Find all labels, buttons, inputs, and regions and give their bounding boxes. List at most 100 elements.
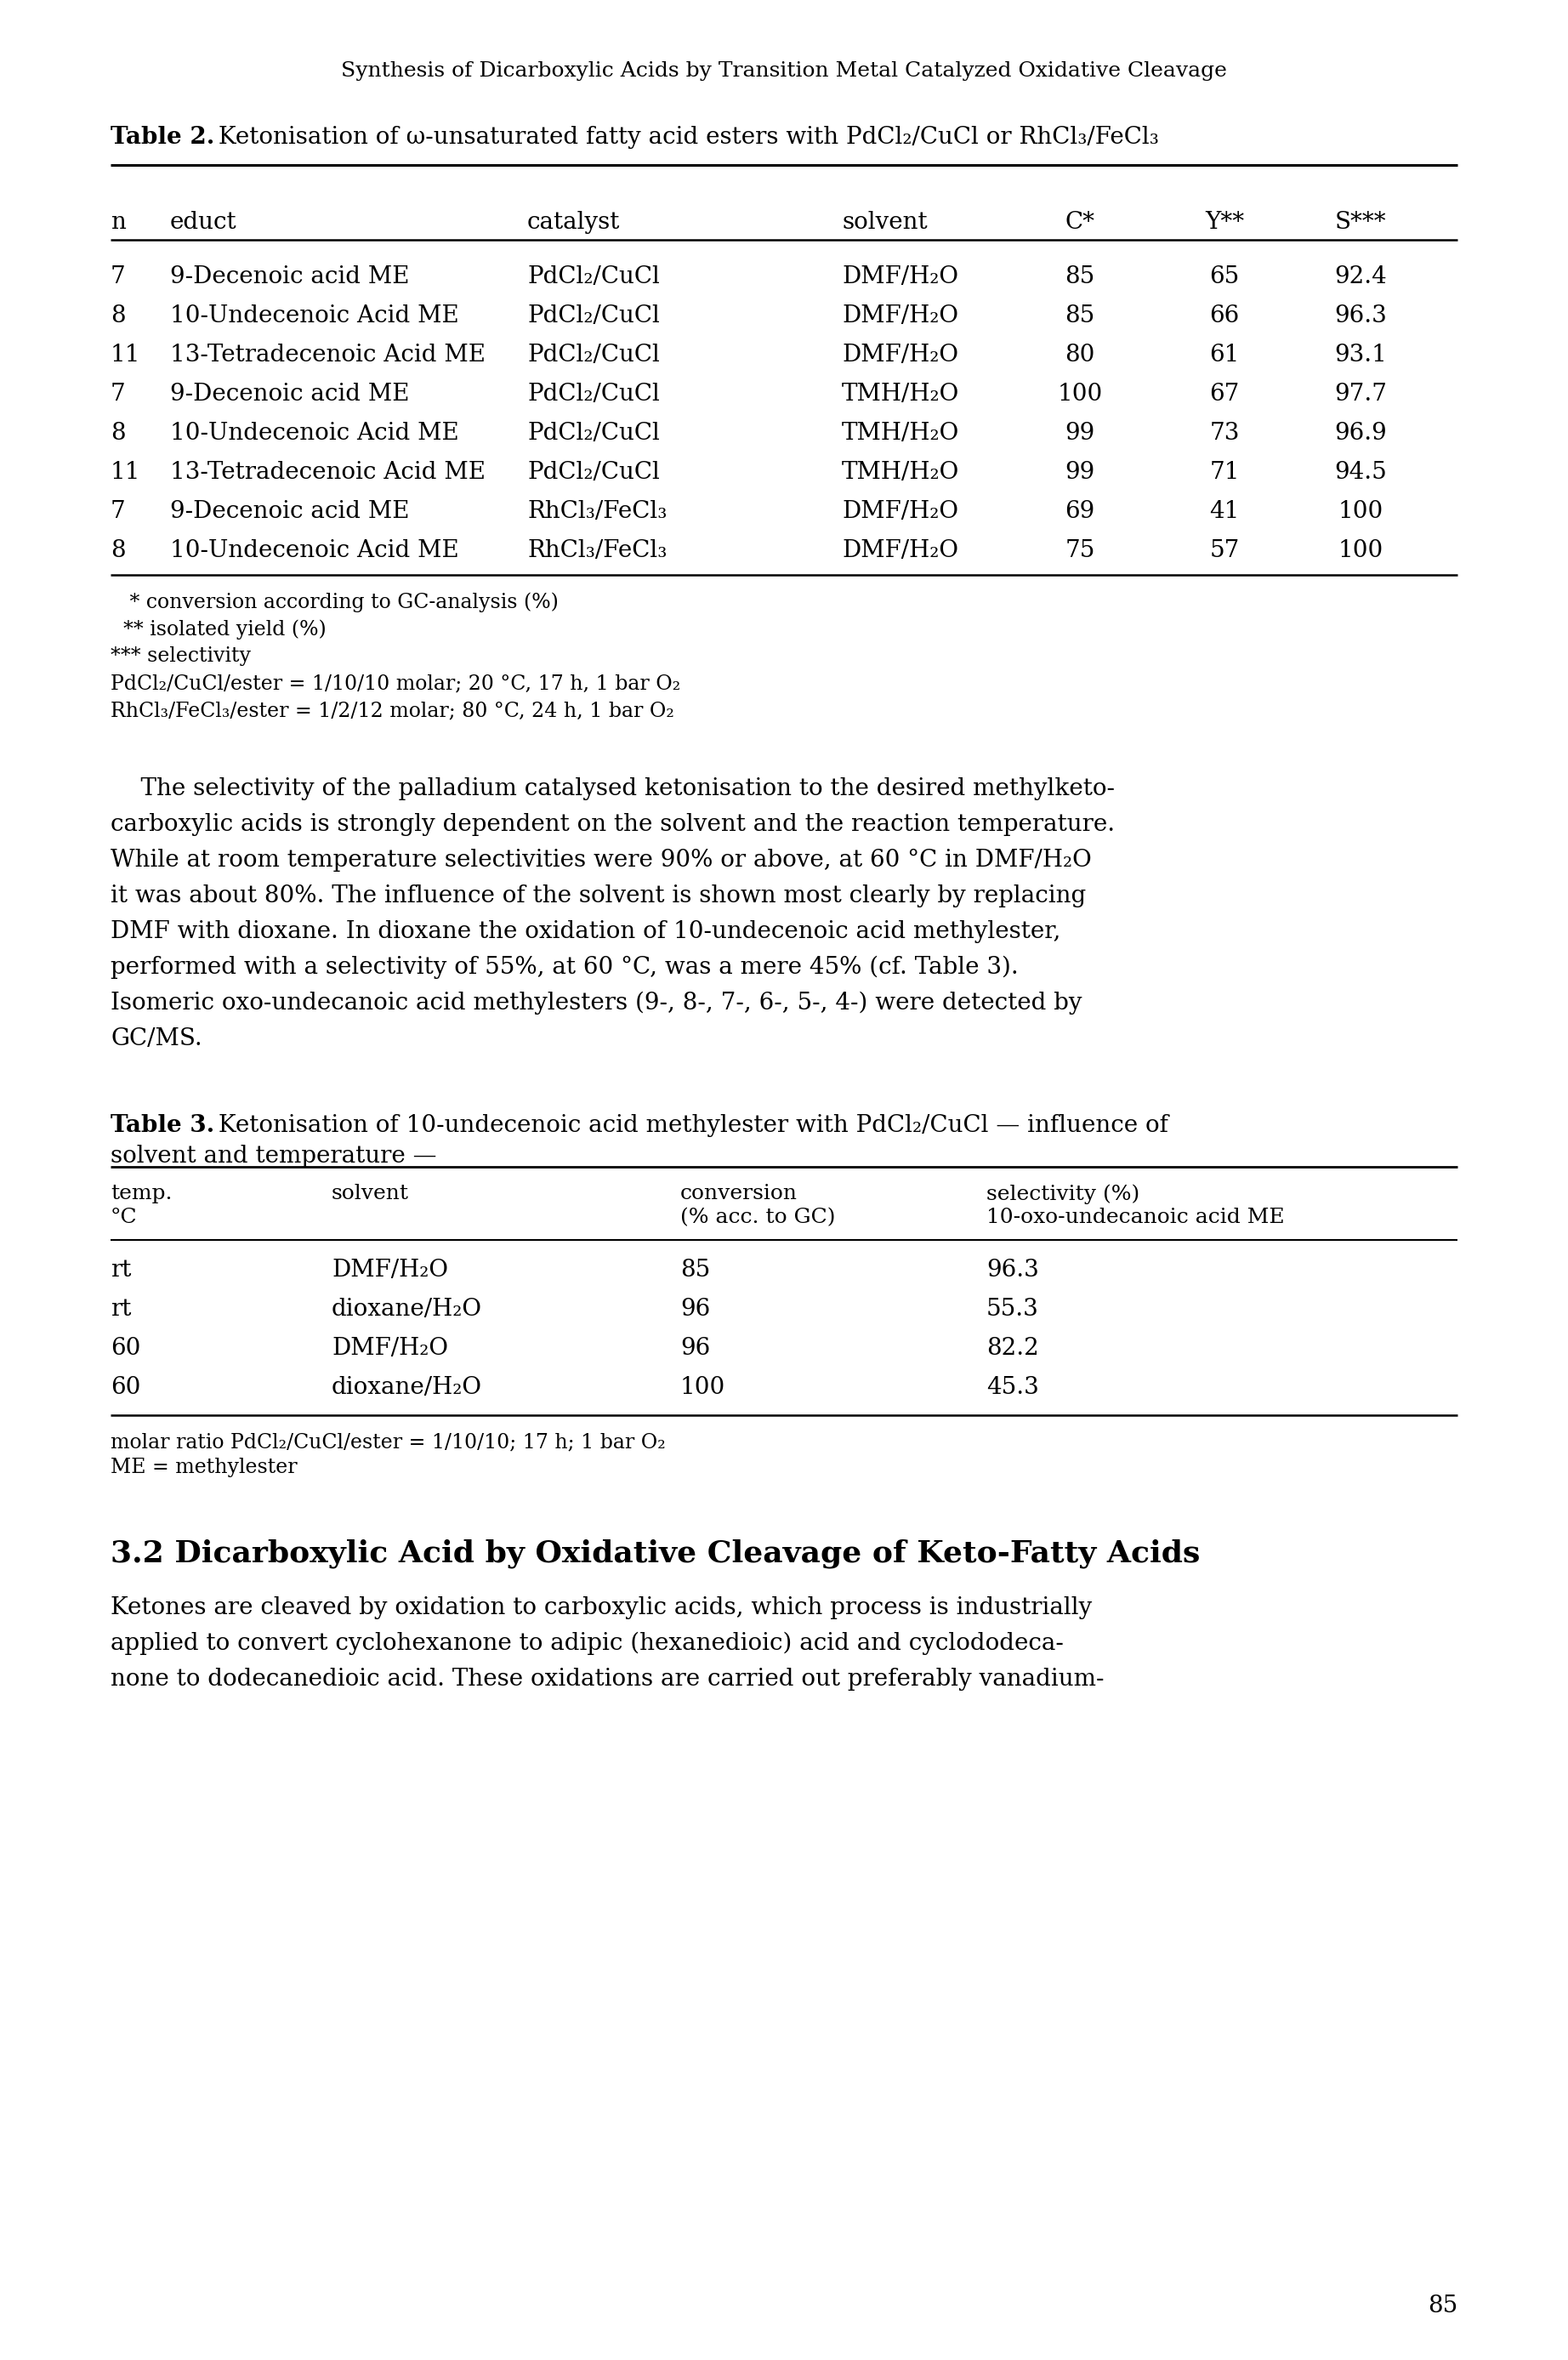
Text: 8: 8 xyxy=(110,422,125,444)
Text: 67: 67 xyxy=(1209,382,1240,406)
Text: it was about 80%. The influence of the solvent is shown most clearly by replacin: it was about 80%. The influence of the s… xyxy=(110,885,1087,909)
Text: 7: 7 xyxy=(110,500,125,524)
Text: catalyst: catalyst xyxy=(527,210,621,234)
Text: 13-Tetradecenoic Acid ME: 13-Tetradecenoic Acid ME xyxy=(169,345,486,366)
Text: °C: °C xyxy=(110,1208,138,1227)
Text: S***: S*** xyxy=(1334,210,1386,234)
Text: PdCl₂/CuCl: PdCl₂/CuCl xyxy=(527,264,660,288)
Text: Ketonisation of 10-undecenoic acid methylester with PdCl₂/CuCl — influence of: Ketonisation of 10-undecenoic acid methy… xyxy=(210,1114,1168,1138)
Text: applied to convert cyclohexanone to adipic (hexanedioic) acid and cyclododeca-: applied to convert cyclohexanone to adip… xyxy=(110,1633,1063,1654)
Text: solvent: solvent xyxy=(842,210,927,234)
Text: RhCl₃/FeCl₃: RhCl₃/FeCl₃ xyxy=(527,500,666,524)
Text: 9-Decenoic acid ME: 9-Decenoic acid ME xyxy=(169,500,409,524)
Text: 10-oxo-undecanoic acid ME: 10-oxo-undecanoic acid ME xyxy=(986,1208,1284,1227)
Text: 61: 61 xyxy=(1209,345,1240,366)
Text: DMF/H₂O: DMF/H₂O xyxy=(331,1258,448,1281)
Text: TMH/H₂O: TMH/H₂O xyxy=(842,382,960,406)
Text: 100: 100 xyxy=(681,1376,726,1399)
Text: carboxylic acids is strongly dependent on the solvent and the reaction temperatu: carboxylic acids is strongly dependent o… xyxy=(110,814,1115,835)
Text: ME = methylester: ME = methylester xyxy=(110,1458,298,1477)
Text: dioxane/H₂O: dioxane/H₂O xyxy=(331,1298,481,1322)
Text: Isomeric oxo-undecanoic acid methylesters (9-, 8-, 7-, 6-, 5-, 4-) were detected: Isomeric oxo-undecanoic acid methylester… xyxy=(110,991,1082,1015)
Text: 57: 57 xyxy=(1209,538,1240,562)
Text: 8: 8 xyxy=(110,538,125,562)
Text: molar ratio PdCl₂/CuCl/ester = 1/10/10; 17 h; 1 bar O₂: molar ratio PdCl₂/CuCl/ester = 1/10/10; … xyxy=(110,1433,665,1451)
Text: educt: educt xyxy=(169,210,237,234)
Text: ** isolated yield (%): ** isolated yield (%) xyxy=(110,618,326,640)
Text: Table 2.: Table 2. xyxy=(110,125,215,149)
Text: 60: 60 xyxy=(110,1376,141,1399)
Text: solvent: solvent xyxy=(331,1185,409,1204)
Text: TMH/H₂O: TMH/H₂O xyxy=(842,422,960,444)
Text: DMF with dioxane. In dioxane the oxidation of 10-undecenoic acid methylester,: DMF with dioxane. In dioxane the oxidati… xyxy=(110,920,1060,944)
Text: 93.1: 93.1 xyxy=(1334,345,1386,366)
Text: PdCl₂/CuCl: PdCl₂/CuCl xyxy=(527,422,660,444)
Text: 82.2: 82.2 xyxy=(986,1336,1040,1359)
Text: DMF/H₂O: DMF/H₂O xyxy=(842,538,958,562)
Text: 41: 41 xyxy=(1209,500,1240,524)
Text: 60: 60 xyxy=(110,1336,141,1359)
Text: 66: 66 xyxy=(1209,304,1239,328)
Text: PdCl₂/CuCl: PdCl₂/CuCl xyxy=(527,460,660,484)
Text: selectivity (%): selectivity (%) xyxy=(986,1185,1140,1204)
Text: 85: 85 xyxy=(1065,304,1094,328)
Text: 100: 100 xyxy=(1338,500,1383,524)
Text: Ketones are cleaved by oxidation to carboxylic acids, which process is industria: Ketones are cleaved by oxidation to carb… xyxy=(110,1595,1091,1619)
Text: 10-Undecenoic Acid ME: 10-Undecenoic Acid ME xyxy=(169,304,459,328)
Text: 85: 85 xyxy=(681,1258,710,1281)
Text: 9-Decenoic acid ME: 9-Decenoic acid ME xyxy=(169,382,409,406)
Text: GC/MS.: GC/MS. xyxy=(110,1027,202,1050)
Text: 96.3: 96.3 xyxy=(986,1258,1040,1281)
Text: (% acc. to GC): (% acc. to GC) xyxy=(681,1208,836,1227)
Text: While at room temperature selectivities were 90% or above, at 60 °C in DMF/H₂O: While at room temperature selectivities … xyxy=(110,850,1091,871)
Text: DMF/H₂O: DMF/H₂O xyxy=(842,345,958,366)
Text: 94.5: 94.5 xyxy=(1334,460,1386,484)
Text: 99: 99 xyxy=(1065,460,1094,484)
Text: 96: 96 xyxy=(681,1298,710,1322)
Text: performed with a selectivity of 55%, at 60 °C, was a mere 45% (cf. Table 3).: performed with a selectivity of 55%, at … xyxy=(110,956,1019,979)
Text: temp.: temp. xyxy=(110,1185,172,1204)
Text: 97.7: 97.7 xyxy=(1334,382,1386,406)
Text: TMH/H₂O: TMH/H₂O xyxy=(842,460,960,484)
Text: DMF/H₂O: DMF/H₂O xyxy=(842,264,958,288)
Text: DMF/H₂O: DMF/H₂O xyxy=(842,500,958,524)
Text: 96.3: 96.3 xyxy=(1334,304,1386,328)
Text: RhCl₃/FeCl₃/ester = 1/2/12 molar; 80 °C, 24 h, 1 bar O₂: RhCl₃/FeCl₃/ester = 1/2/12 molar; 80 °C,… xyxy=(110,701,674,720)
Text: DMF/H₂O: DMF/H₂O xyxy=(331,1336,448,1359)
Text: dioxane/H₂O: dioxane/H₂O xyxy=(331,1376,481,1399)
Text: 10-Undecenoic Acid ME: 10-Undecenoic Acid ME xyxy=(169,422,459,444)
Text: 7: 7 xyxy=(110,264,125,288)
Text: 7: 7 xyxy=(110,382,125,406)
Text: Y**: Y** xyxy=(1204,210,1243,234)
Text: 8: 8 xyxy=(110,304,125,328)
Text: C*: C* xyxy=(1065,210,1094,234)
Text: 55.3: 55.3 xyxy=(986,1298,1040,1322)
Text: 96.9: 96.9 xyxy=(1334,422,1386,444)
Text: 99: 99 xyxy=(1065,422,1094,444)
Text: 96: 96 xyxy=(681,1336,710,1359)
Text: solvent and temperature —: solvent and temperature — xyxy=(110,1145,436,1168)
Text: 73: 73 xyxy=(1209,422,1240,444)
Text: 45.3: 45.3 xyxy=(986,1376,1040,1399)
Text: 65: 65 xyxy=(1209,264,1239,288)
Text: rt: rt xyxy=(110,1298,132,1322)
Text: 11: 11 xyxy=(110,460,141,484)
Text: Ketonisation of ω-unsaturated fatty acid esters with PdCl₂/CuCl or RhCl₃/FeCl₃: Ketonisation of ω-unsaturated fatty acid… xyxy=(210,125,1159,149)
Text: RhCl₃/FeCl₃: RhCl₃/FeCl₃ xyxy=(527,538,666,562)
Text: *** selectivity: *** selectivity xyxy=(110,647,251,666)
Text: none to dodecanedioic acid. These oxidations are carried out preferably vanadium: none to dodecanedioic acid. These oxidat… xyxy=(110,1669,1104,1690)
Text: * conversion according to GC-analysis (%): * conversion according to GC-analysis (%… xyxy=(110,592,558,611)
Text: 85: 85 xyxy=(1065,264,1094,288)
Text: 11: 11 xyxy=(110,345,141,366)
Text: 13-Tetradecenoic Acid ME: 13-Tetradecenoic Acid ME xyxy=(169,460,486,484)
Text: PdCl₂/CuCl: PdCl₂/CuCl xyxy=(527,345,660,366)
Text: Synthesis of Dicarboxylic Acids by Transition Metal Catalyzed Oxidative Cleavage: Synthesis of Dicarboxylic Acids by Trans… xyxy=(340,61,1228,80)
Text: 80: 80 xyxy=(1065,345,1094,366)
Text: 69: 69 xyxy=(1065,500,1094,524)
Text: PdCl₂/CuCl: PdCl₂/CuCl xyxy=(527,382,660,406)
Text: 100: 100 xyxy=(1338,538,1383,562)
Text: 75: 75 xyxy=(1065,538,1094,562)
Text: Table 3.: Table 3. xyxy=(110,1114,215,1138)
Text: 3.2 Dicarboxylic Acid by Oxidative Cleavage of Keto-Fatty Acids: 3.2 Dicarboxylic Acid by Oxidative Cleav… xyxy=(110,1539,1200,1567)
Text: 9-Decenoic acid ME: 9-Decenoic acid ME xyxy=(169,264,409,288)
